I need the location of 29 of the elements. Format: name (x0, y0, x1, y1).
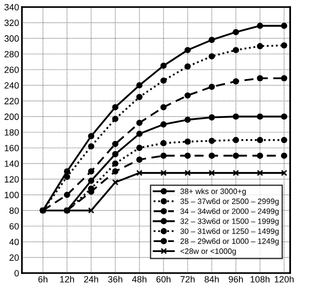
y-tick-label: 40 (9, 238, 19, 246)
y-tick-label: 160 (4, 144, 19, 152)
y-tick-label: 260 (4, 66, 19, 73)
y-tick-label: 320 (4, 20, 19, 26)
y-tick-label: 200 (4, 114, 19, 120)
x-tick-label: 96h (228, 276, 243, 282)
y-tick-label: 60 (10, 223, 19, 230)
x-tick-label: 24h (84, 276, 98, 282)
x-tick-label: 12h (60, 276, 74, 282)
x-tick-label: 60h (156, 276, 170, 282)
y-tick-label: 120 (4, 176, 19, 183)
y-tick-label: 20 (10, 254, 19, 261)
y-tick-label: 340 (4, 4, 19, 10)
y-tick-label: 140 (4, 160, 19, 167)
x-tick-label: 120h (274, 276, 294, 282)
y-tick-label: 0 (14, 270, 19, 276)
x-tick-label: 108h (250, 276, 270, 282)
x-tick-label: 36h (108, 276, 122, 282)
y-tick-label: 180 (4, 129, 19, 136)
x-tick-label: 48h (132, 276, 146, 282)
y-tick-label: 240 (4, 82, 19, 89)
y-tick-label: 80 (10, 207, 19, 214)
y-tick-label: 100 (4, 192, 19, 198)
y-tick-label: 300 (4, 35, 19, 42)
x-tick-label: 72h (180, 276, 195, 282)
x-tick-label: 84h (204, 276, 219, 282)
y-tick-label: 220 (4, 98, 19, 104)
x-tick-label: 6h (38, 276, 48, 282)
y-tick-label: 280 (4, 50, 19, 58)
